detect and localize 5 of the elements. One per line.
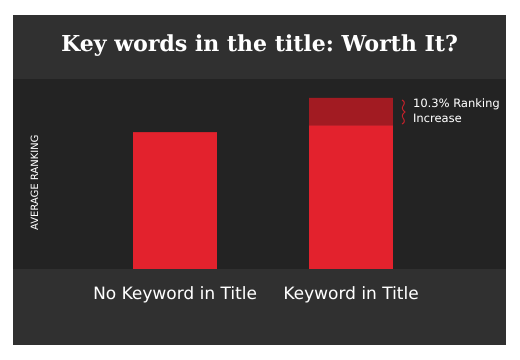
chart-title: Key words in the title: Worth It? [60,31,459,57]
x-tick-label: Keyword in Title [283,284,419,304]
y-axis-title: AVERAGE RANKING [30,134,41,230]
x-tick-label: No Keyword in Title [93,284,257,304]
annotation: 10.3% Ranking Increase [413,96,501,126]
